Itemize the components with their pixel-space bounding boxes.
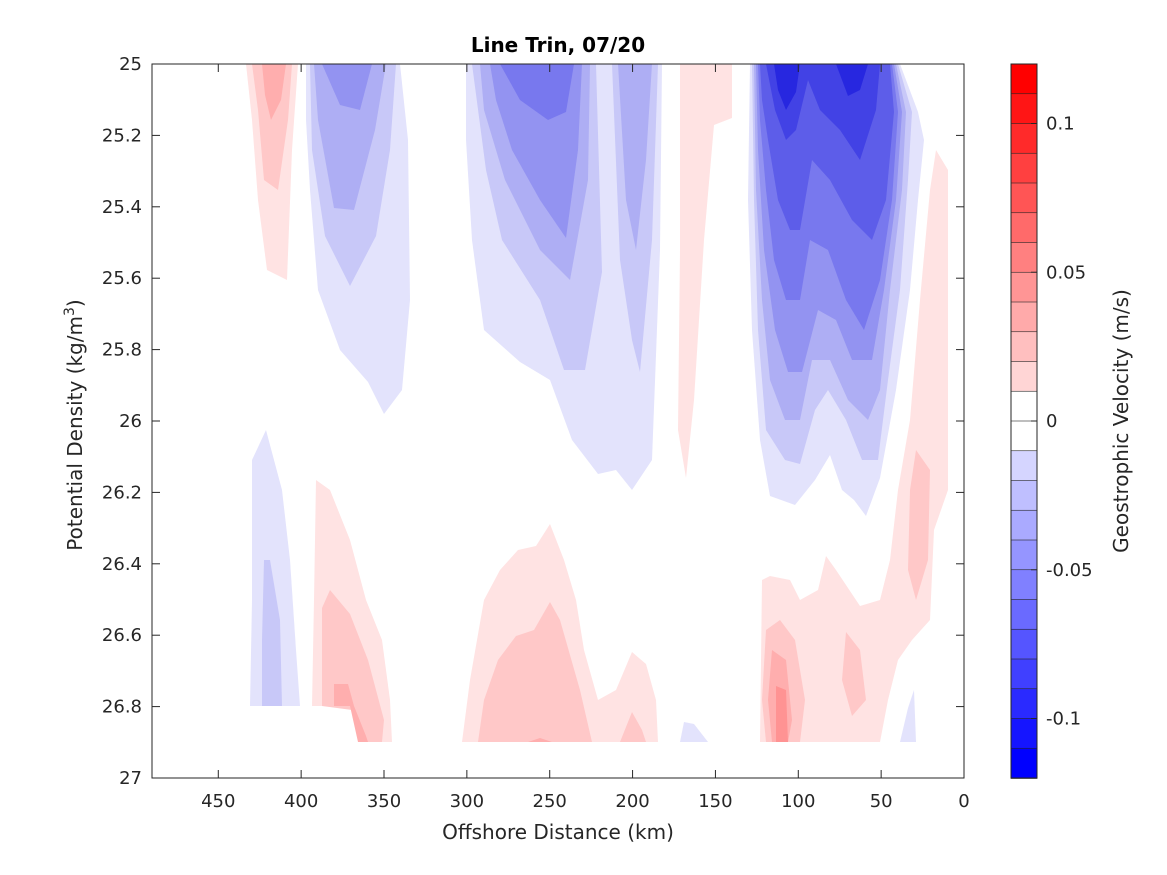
colorbar-level [1010,152,1038,184]
colorbar-level [1010,658,1038,690]
y-tick-label: 25.4 [102,197,142,218]
x-tick-label: 450 [201,791,235,812]
x-tick-label: 50 [870,791,893,812]
colorbar-level [1010,271,1038,303]
colorbar-tick-label: -0.1 [1046,709,1081,730]
y-axis-label-superscript: 3 [62,307,78,316]
contour-region [900,690,916,742]
contour-region [842,632,866,716]
x-tick-label: 350 [367,791,401,812]
y-tick-label: 25.2 [102,125,142,146]
y-tick-label: 27 [119,768,142,789]
colorbar-level [1010,390,1038,422]
y-axis-label-main: Potential Density (kg/m [63,316,87,551]
colorbar-level [1010,361,1038,393]
y-axis: 25 25.2 25.4 25.6 25.8 26 26.2 26.4 26.6 26.8 27 [102,54,964,789]
colorbar-level [1010,688,1038,720]
colorbar-level [1010,93,1038,125]
contour-region [908,450,930,600]
x-tick-label: 400 [284,791,318,812]
contour-region [500,64,574,120]
colorbar-tick-label: -0.05 [1046,560,1093,581]
colorbar-level [1010,301,1038,333]
contour-region [760,150,948,742]
y-tick-label: 25.8 [102,340,142,361]
colorbar-level [1010,509,1038,541]
colorbar [1010,63,1038,779]
colorbar-level [1010,747,1038,779]
colorbar-level [1010,242,1038,274]
contour-region [774,64,800,110]
colorbar-level [1010,63,1038,95]
contour-fills [246,64,948,742]
x-tick-label: 300 [450,791,484,812]
contour-region [836,64,868,96]
x-tick-label: 150 [698,791,732,812]
colorbar-level [1010,331,1038,363]
colorbar-label: Geostrophic Velocity (m/s) [1109,289,1133,553]
y-axis-label: Potential Density (kg/m3) [62,299,87,550]
x-tick-label: 250 [533,791,567,812]
y-tick-label: 26.4 [102,554,142,575]
chart-title: Line Trin, 07/20 [471,33,645,57]
y-tick-label: 26.8 [102,697,142,718]
colorbar-level [1010,420,1038,452]
contour-region [678,64,732,478]
contour-region [528,738,552,742]
colorbar-level [1010,628,1038,660]
x-tick-label: 0 [958,791,969,812]
colorbar-tick-label: 0 [1046,411,1057,432]
y-tick-label: 26.2 [102,482,142,503]
contour-region [680,722,708,742]
y-tick-label: 25 [119,54,142,75]
colorbar-tick-label: 0.05 [1046,262,1086,283]
contour-region [478,602,592,742]
x-tick-label: 200 [615,791,649,812]
contour-region [252,64,292,190]
contour-region [776,686,788,742]
colorbar-level [1010,182,1038,214]
contour-region [262,560,282,706]
contour-region [334,684,368,742]
y-axis-label-end: ) [63,299,87,307]
contour-region [620,712,646,742]
contour-region [262,64,286,120]
colorbar-level [1010,212,1038,244]
y-tick-label: 26.6 [102,625,142,646]
contour-region [618,64,652,250]
colorbar-level [1010,480,1038,512]
colorbar-level [1010,450,1038,482]
x-axis: 450 400 350 300 250 200 150 100 50 0 [201,64,970,812]
colorbar-tick-label: 0.1 [1046,114,1075,135]
contour-region [314,64,386,210]
colorbar-level [1010,539,1038,571]
x-axis-label: Offshore Distance (km) [442,820,674,844]
colorbar-level [1010,569,1038,601]
colorbar-level [1010,123,1038,155]
x-tick-label: 100 [781,791,815,812]
colorbar-axis: 0.1 0.05 0 -0.05 -0.1 [1031,114,1093,730]
contour-region [322,64,372,110]
colorbar-level [1010,718,1038,750]
y-tick-label: 26 [119,411,142,432]
colorbar-level [1010,599,1038,631]
y-tick-label: 25.6 [102,268,142,289]
